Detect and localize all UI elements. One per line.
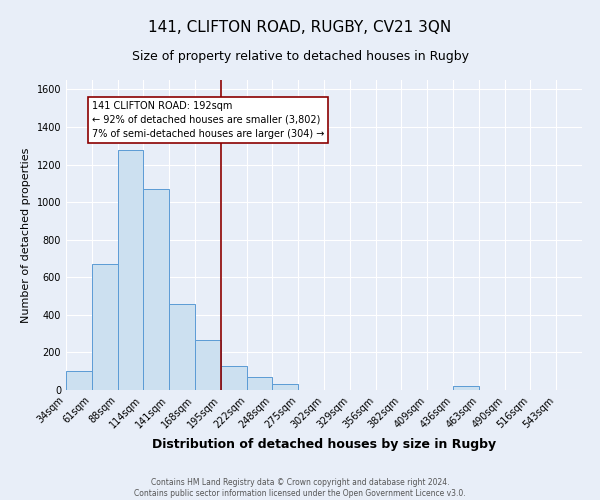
Bar [272,384,298,390]
Bar [221,366,247,390]
Bar [195,340,221,390]
Bar [169,304,195,390]
Bar [453,386,479,390]
Text: 141, CLIFTON ROAD, RUGBY, CV21 3QN: 141, CLIFTON ROAD, RUGBY, CV21 3QN [148,20,452,35]
Text: 141 CLIFTON ROAD: 192sqm
← 92% of detached houses are smaller (3,802)
7% of semi: 141 CLIFTON ROAD: 192sqm ← 92% of detach… [92,100,325,138]
Text: Size of property relative to detached houses in Rugby: Size of property relative to detached ho… [131,50,469,63]
Y-axis label: Number of detached properties: Number of detached properties [21,148,31,322]
Bar [143,189,169,390]
Bar [66,371,92,390]
Bar [118,150,143,390]
Text: Contains HM Land Registry data © Crown copyright and database right 2024.
Contai: Contains HM Land Registry data © Crown c… [134,478,466,498]
X-axis label: Distribution of detached houses by size in Rugby: Distribution of detached houses by size … [152,438,496,451]
Bar [92,264,118,390]
Bar [247,377,272,390]
